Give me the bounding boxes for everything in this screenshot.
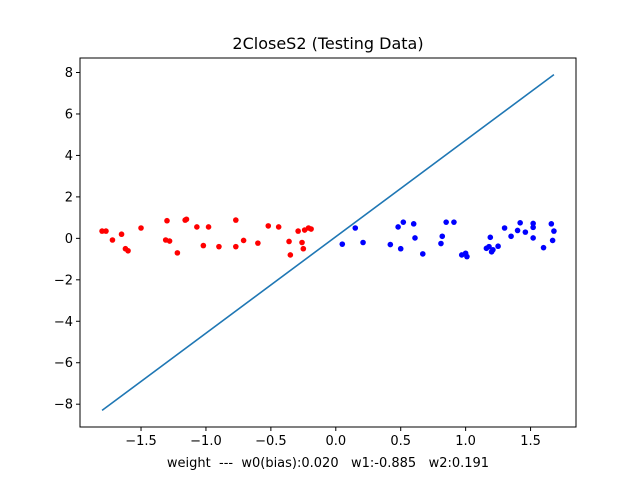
y-tick-label: −8 — [54, 398, 73, 413]
data-point — [549, 237, 556, 244]
data-point — [410, 221, 417, 227]
data-point — [286, 238, 292, 245]
data-point — [490, 246, 496, 253]
data-point — [464, 253, 470, 260]
data-point — [548, 221, 555, 227]
x-tick-label: 0.0 — [325, 434, 346, 449]
data-point — [530, 224, 536, 231]
x-tick-label: 1.5 — [520, 434, 541, 449]
data-point — [551, 228, 557, 234]
data-point — [308, 226, 314, 232]
data-point — [352, 225, 359, 231]
data-point — [339, 241, 346, 247]
y-tick-label: 6 — [65, 107, 73, 122]
data-point — [508, 233, 514, 240]
y-tick-label: −4 — [54, 315, 73, 330]
decision-boundary-line — [101, 73, 555, 412]
data-point — [501, 225, 508, 231]
data-point — [216, 243, 222, 250]
data-point — [300, 245, 307, 252]
data-point — [299, 239, 305, 246]
data-point — [287, 252, 294, 258]
y-tick-label: 4 — [65, 149, 73, 164]
plot-area — [99, 73, 557, 412]
x-tick-label: −1.0 — [190, 434, 222, 449]
data-point — [451, 219, 457, 225]
axes-frame — [79, 57, 577, 428]
data-point — [103, 228, 109, 234]
data-point — [530, 235, 536, 241]
x-tick-label: −1.5 — [125, 434, 157, 449]
y-tick-label: 2 — [65, 190, 73, 205]
data-point — [205, 224, 212, 230]
chart-title: 2CloseS2 (Testing Data) — [232, 34, 423, 53]
data-point — [530, 220, 536, 227]
data-point — [397, 245, 404, 252]
axes: −1.5 −1.0 −0.5 0.0 0.5 1.0 1.5 −8 −6 −4 −2 0 2 4 6 8 — [54, 66, 541, 449]
data-point — [255, 240, 261, 246]
data-point — [395, 224, 401, 230]
data-point — [183, 216, 190, 223]
data-point — [118, 231, 125, 238]
y-tick-label: 0 — [65, 232, 73, 247]
x-axis-label: weight --- w0(bias):0.020 w1:-0.885 w2:0… — [167, 456, 489, 471]
data-point — [233, 217, 239, 223]
data-point — [166, 238, 173, 244]
data-point — [99, 228, 105, 234]
data-point — [275, 224, 282, 230]
data-point — [486, 243, 492, 250]
data-point — [125, 247, 131, 254]
data-point — [412, 235, 418, 241]
data-point — [240, 237, 247, 244]
data-point — [514, 227, 521, 234]
data-point — [138, 225, 144, 231]
y-tick-label: 8 — [65, 66, 73, 81]
data-point — [400, 219, 407, 225]
data-point — [419, 251, 426, 257]
y-tick-label: −6 — [54, 356, 73, 371]
data-point — [443, 219, 449, 225]
data-point — [517, 220, 523, 226]
data-point — [495, 243, 501, 250]
data-point — [439, 233, 446, 240]
data-point — [164, 217, 170, 224]
data-point — [522, 229, 529, 235]
data-point — [360, 239, 366, 246]
x-tick-label: 1.0 — [455, 434, 476, 449]
y-tick-label: −2 — [54, 273, 73, 288]
x-tick-label: −0.5 — [255, 434, 287, 449]
data-point — [265, 223, 272, 229]
data-point — [233, 243, 239, 250]
x-tick-label: 0.5 — [390, 434, 411, 449]
data-point — [438, 240, 444, 247]
data-point — [540, 244, 547, 251]
data-point — [194, 224, 200, 230]
data-point — [295, 228, 301, 234]
data-point — [487, 234, 494, 241]
data-point — [174, 250, 181, 256]
data-point — [200, 242, 207, 249]
data-point — [387, 241, 394, 248]
data-point — [109, 237, 116, 243]
